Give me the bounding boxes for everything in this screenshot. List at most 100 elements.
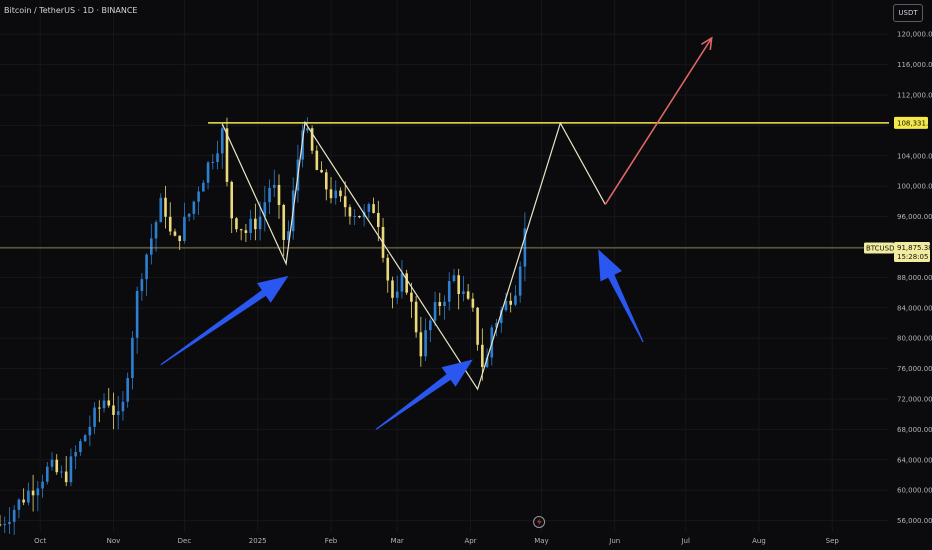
- candle-body: [235, 218, 238, 230]
- candle-body: [386, 257, 390, 281]
- candle-body: [230, 181, 234, 219]
- candle-body: [150, 238, 153, 255]
- candle-body: [329, 189, 333, 199]
- candle-body: [164, 197, 167, 217]
- candle-body: [395, 291, 399, 298]
- candle-body: [306, 128, 309, 131]
- candle-body: [140, 279, 144, 291]
- candle-body: [376, 212, 380, 228]
- resistance-price-tag: [894, 116, 928, 129]
- current-price-tag: [894, 241, 930, 262]
- candle-body: [135, 290, 139, 338]
- y-tick-label: 120,000.00: [897, 31, 932, 39]
- y-tick-label: 100,000.00: [897, 183, 932, 191]
- axes: 56,000.00 60,000.00 64,000.00 68,000.00 72,0…: [34, 31, 932, 545]
- candle-body: [254, 218, 257, 230]
- candle-body: [74, 452, 77, 457]
- candle-body: [192, 201, 196, 214]
- candle-body: [173, 231, 177, 236]
- candle-body: [225, 128, 229, 182]
- candle-body: [320, 169, 323, 173]
- candle-body: [131, 337, 134, 379]
- candle-body: [88, 426, 92, 436]
- candle-body: [112, 405, 115, 415]
- candle-body: [107, 400, 111, 406]
- candle-body: [429, 320, 432, 331]
- y-tick-label: 56,000.00: [897, 517, 932, 525]
- candle-body: [126, 378, 129, 402]
- candle-body: [518, 266, 522, 296]
- candle-body: [187, 213, 191, 217]
- candle-body: [216, 153, 219, 163]
- candle-body: [282, 205, 286, 240]
- candle-body: [102, 400, 106, 409]
- candle-body: [343, 196, 347, 208]
- candle-body: [202, 182, 205, 192]
- candle-body: [69, 456, 73, 483]
- candle-body: [481, 344, 484, 368]
- lightning-bolt: [537, 518, 542, 526]
- x-tick-label: Nov: [107, 537, 121, 545]
- candle-body: [348, 207, 352, 217]
- resistance-price-label: 108,331.68: [897, 119, 932, 127]
- candle-body: [50, 459, 54, 467]
- candle-body: [457, 275, 460, 294]
- x-tick-label: Feb: [325, 537, 338, 545]
- x-tick-label: 2025: [249, 537, 267, 545]
- x-tick-label: May: [534, 537, 548, 545]
- candle-body: [83, 435, 87, 442]
- y-tick-label: 76,000.00: [897, 365, 932, 373]
- candle-body: [367, 204, 371, 212]
- candle-body: [485, 357, 489, 368]
- candle-body: [98, 407, 101, 409]
- candle-body: [116, 411, 120, 415]
- candle-body: [249, 218, 252, 233]
- candle-body: [277, 184, 281, 206]
- y-tick-label: 84,000.00: [897, 304, 932, 312]
- candle-body: [334, 190, 338, 199]
- pattern-zigzag: [221, 120, 606, 391]
- symbol-title[interactable]: Bitcoin / TetherUS · 1D · BINANCE: [4, 6, 138, 15]
- candle-body: [168, 216, 172, 232]
- y-tick-label: 72,000.00: [897, 396, 932, 404]
- candle-body: [443, 301, 446, 306]
- candle-body: [27, 490, 30, 503]
- symbol-tag: [864, 242, 894, 254]
- candle-body: [0, 524, 2, 526]
- candle-body: [471, 298, 475, 308]
- candle-body: [495, 322, 498, 328]
- candle-body: [504, 300, 508, 311]
- candle-body: [154, 222, 158, 239]
- y-tick-label: 64,000.00: [897, 456, 932, 464]
- x-tick-label: Apr: [464, 537, 476, 545]
- drawings[interactable]: [0, 36, 889, 528]
- candle-body: [287, 231, 290, 240]
- candle-body: [410, 292, 413, 302]
- candle-body: [419, 332, 423, 357]
- x-tick-label: Sep: [826, 537, 840, 545]
- y-tick-label: 116,000.00: [897, 61, 932, 69]
- candle-body: [41, 481, 44, 489]
- candle-body: [499, 310, 503, 323]
- current-price-label: 91,875.38: [897, 244, 932, 252]
- candle-body: [523, 228, 527, 267]
- candle-body: [244, 230, 248, 233]
- candle-body: [211, 162, 215, 164]
- candle-body: [263, 202, 267, 217]
- candle-body: [17, 499, 21, 510]
- candle-body: [183, 216, 186, 242]
- y-tick-label: 80,000.00: [897, 335, 932, 343]
- blue-arrow: [160, 275, 289, 366]
- y-tick-label: 96,000.00: [897, 213, 932, 221]
- candle-body: [372, 204, 375, 213]
- event-lightning-icon: [533, 516, 546, 528]
- projection-line: [604, 37, 713, 205]
- currency-selector[interactable]: USDT: [893, 4, 923, 22]
- candle-body: [3, 524, 7, 526]
- candle-body: [31, 490, 35, 496]
- candle-body: [268, 187, 271, 203]
- candle-body: [145, 254, 148, 280]
- candle-body: [206, 162, 210, 183]
